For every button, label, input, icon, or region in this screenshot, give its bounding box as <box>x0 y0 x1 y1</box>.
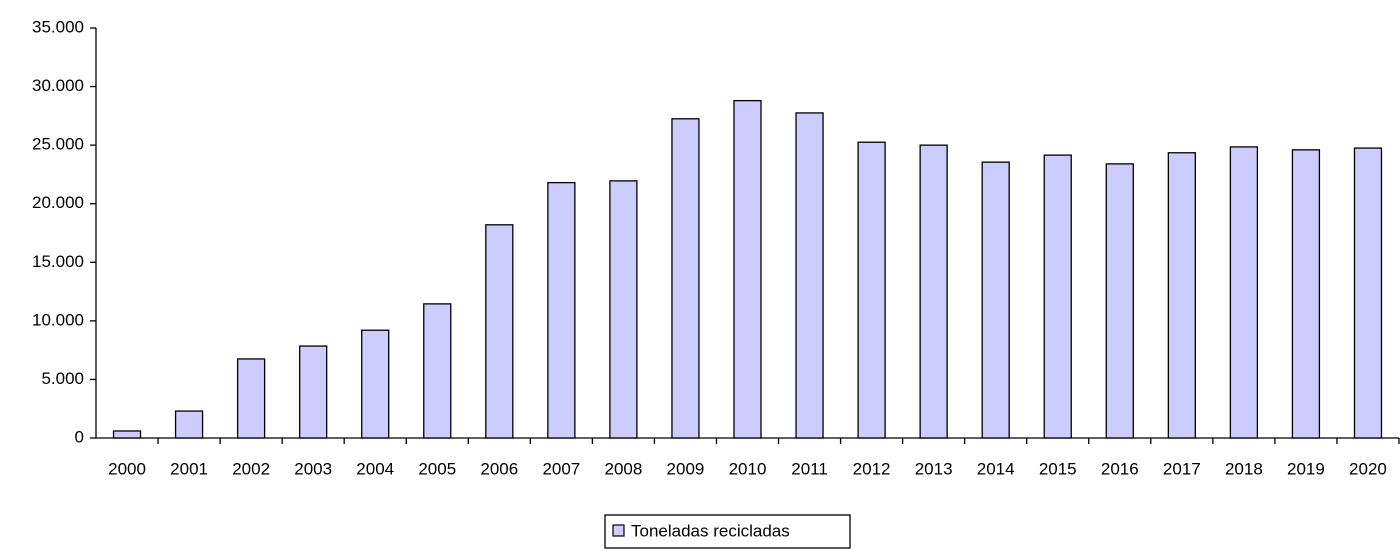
bar <box>485 224 514 439</box>
x-tick-label: 2008 <box>604 459 642 478</box>
bar <box>981 161 1010 439</box>
x-tick-label: 2005 <box>418 459 456 478</box>
x-tick-label: 2000 <box>108 459 146 478</box>
x-tick-label: 2007 <box>542 459 580 478</box>
x-tick-label: 2019 <box>1287 459 1325 478</box>
bar <box>361 329 390 439</box>
x-tick-label: 2017 <box>1163 459 1201 478</box>
x-tick-label: 2001 <box>170 459 208 478</box>
legend-box <box>604 514 851 549</box>
x-tick-label: 2015 <box>1039 459 1077 478</box>
bar <box>112 430 142 439</box>
x-tick-label: 2018 <box>1225 459 1263 478</box>
bar <box>1043 154 1072 439</box>
bar <box>857 141 886 439</box>
bar <box>795 112 824 439</box>
x-tick-label: 2011 <box>791 459 828 478</box>
bar <box>236 358 266 439</box>
y-tick-label: 15.000 <box>32 252 84 271</box>
bar <box>1353 147 1383 439</box>
bar <box>1105 163 1134 439</box>
x-tick-label: 2004 <box>356 459 394 478</box>
y-tick-label: 35.000 <box>32 17 84 36</box>
x-tick-label: 2010 <box>729 459 767 478</box>
bar <box>1167 152 1196 439</box>
y-tick-label: 25.000 <box>32 135 84 154</box>
bar <box>671 118 700 439</box>
bar <box>1291 149 1321 439</box>
y-tick-label: 10.000 <box>32 310 84 329</box>
bar <box>609 180 638 439</box>
bar <box>919 144 948 439</box>
y-tick-label: 0 <box>75 427 84 446</box>
bar <box>733 99 762 439</box>
bar <box>547 181 576 439</box>
x-tick-label: 2014 <box>977 459 1015 478</box>
legend-swatch <box>612 524 625 537</box>
bar <box>423 303 452 439</box>
bar <box>174 410 204 439</box>
legend-label: Toneladas recicladas <box>631 521 790 540</box>
y-tick-label: 5.000 <box>41 369 84 388</box>
x-tick-label: 2002 <box>232 459 270 478</box>
x-tick-label: 2003 <box>294 459 332 478</box>
x-tick-label: 2009 <box>667 459 705 478</box>
bar <box>299 345 328 439</box>
x-tick-label: 2006 <box>480 459 518 478</box>
x-tick-label: 2020 <box>1349 459 1387 478</box>
x-tick-label: 2012 <box>853 459 891 478</box>
bar <box>1229 146 1259 439</box>
x-tick-label: 2016 <box>1101 459 1139 478</box>
y-tick-label: 20.000 <box>32 193 84 212</box>
x-tick-label: 2013 <box>915 459 953 478</box>
y-tick-label: 30.000 <box>32 76 84 95</box>
